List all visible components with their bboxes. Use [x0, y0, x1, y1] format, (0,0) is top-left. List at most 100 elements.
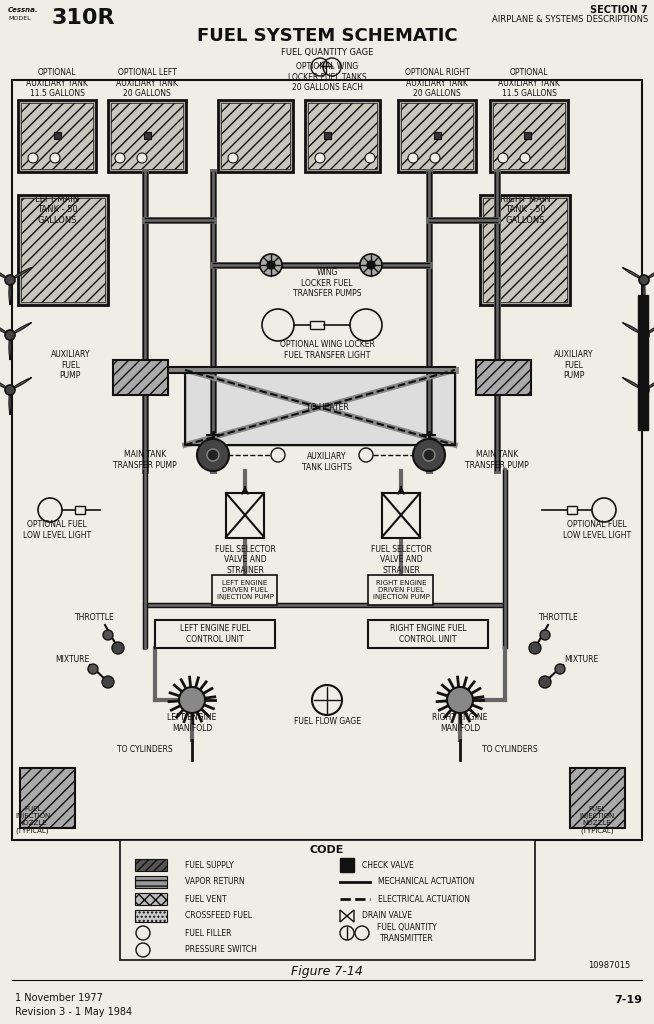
Circle shape	[408, 153, 418, 163]
Circle shape	[639, 275, 649, 285]
Text: OPTIONAL WING LOCKER
FUEL TRANSFER LIGHT: OPTIONAL WING LOCKER FUEL TRANSFER LIGHT	[279, 340, 375, 359]
Polygon shape	[9, 395, 11, 415]
Text: OPTIONAL FUEL
LOW LEVEL LIGHT: OPTIONAL FUEL LOW LEVEL LIGHT	[23, 520, 91, 540]
Bar	[221, 103, 290, 169]
Text: AUXILIARY
FUEL
PUMP: AUXILIARY FUEL PUMP	[554, 350, 593, 380]
Bar	[308, 103, 377, 169]
Text: Revision 3 - 1 May 1984: Revision 3 - 1 May 1984	[15, 1007, 132, 1017]
Bar	[135, 876, 167, 888]
Circle shape	[592, 498, 616, 522]
Circle shape	[340, 926, 354, 940]
Bar	[476, 360, 531, 395]
Circle shape	[5, 275, 15, 285]
Text: FUEL FLOW GAGE: FUEL FLOW GAGE	[294, 717, 360, 725]
Bar	[434, 132, 441, 139]
Circle shape	[102, 676, 114, 688]
Bar	[12, 80, 642, 840]
Text: CODE: CODE	[310, 845, 344, 855]
Circle shape	[5, 385, 15, 395]
Bar	[212, 575, 277, 605]
Bar	[135, 859, 167, 871]
Text: FUEL
INJECTION
NOZZLE
(TYPICAL): FUEL INJECTION NOZZLE (TYPICAL)	[15, 806, 50, 834]
Bar	[185, 370, 455, 445]
Bar	[21, 103, 93, 169]
Polygon shape	[14, 267, 31, 279]
Polygon shape	[9, 340, 11, 360]
Bar	[155, 620, 275, 648]
Text: Figure 7-14: Figure 7-14	[291, 966, 363, 979]
Bar	[524, 132, 531, 139]
Circle shape	[540, 630, 550, 640]
Circle shape	[413, 439, 445, 471]
Text: TO CYLINDERS: TO CYLINDERS	[482, 745, 538, 755]
Text: LEFT MAIN
TANK - 50
GALLONS: LEFT MAIN TANK - 50 GALLONS	[35, 196, 79, 225]
Circle shape	[367, 261, 375, 269]
Circle shape	[197, 439, 229, 471]
Circle shape	[88, 664, 98, 674]
Text: MAIN TANK
TRANSFER PUMP: MAIN TANK TRANSFER PUMP	[113, 451, 177, 470]
Text: FUEL FILLER: FUEL FILLER	[185, 929, 232, 938]
Bar	[305, 100, 380, 172]
Circle shape	[5, 330, 15, 340]
Bar	[567, 506, 577, 514]
Circle shape	[447, 687, 473, 713]
Polygon shape	[14, 323, 31, 333]
Text: MODEL: MODEL	[8, 16, 31, 22]
Bar	[21, 198, 105, 302]
Circle shape	[136, 943, 150, 957]
Text: PRESSURE SWITCH: PRESSURE SWITCH	[185, 945, 257, 954]
Text: FUEL SELECTOR
VALVE AND
STRAINER: FUEL SELECTOR VALVE AND STRAINER	[215, 545, 275, 574]
Polygon shape	[340, 910, 354, 922]
Circle shape	[529, 642, 541, 654]
Bar	[113, 360, 168, 395]
Circle shape	[207, 449, 219, 461]
Circle shape	[28, 153, 38, 163]
Bar	[638, 295, 648, 430]
Polygon shape	[643, 285, 645, 305]
Text: DRAIN VALVE: DRAIN VALVE	[362, 911, 412, 921]
Text: RIGHT ENGINE FUEL
CONTROL UNIT: RIGHT ENGINE FUEL CONTROL UNIT	[390, 625, 466, 644]
Circle shape	[50, 153, 60, 163]
Bar	[340, 858, 354, 872]
Circle shape	[359, 449, 373, 462]
Bar	[324, 132, 331, 139]
Bar	[20, 768, 75, 828]
Text: WING
LOCKER FUEL
TRANSFER PUMPS: WING LOCKER FUEL TRANSFER PUMPS	[293, 268, 361, 298]
Text: FUEL QUANTITY
TRANSMITTER: FUEL QUANTITY TRANSMITTER	[377, 924, 437, 943]
Circle shape	[179, 687, 205, 713]
Circle shape	[228, 153, 238, 163]
Text: FUEL VENT: FUEL VENT	[185, 895, 227, 903]
Text: LEFT ENGINE
DRIVEN FUEL
INJECTION PUMP: LEFT ENGINE DRIVEN FUEL INJECTION PUMP	[216, 580, 273, 600]
Text: 7-19: 7-19	[614, 995, 642, 1005]
Circle shape	[312, 685, 342, 715]
Circle shape	[520, 153, 530, 163]
Text: OPTIONAL LEFT
AUXILIARY TANK
20 GALLONS: OPTIONAL LEFT AUXILIARY TANK 20 GALLONS	[116, 69, 178, 98]
Polygon shape	[14, 378, 31, 388]
Circle shape	[112, 642, 124, 654]
Text: OPTIONAL WING
LOCKER FUEL TANKS
20 GALLONS EACH: OPTIONAL WING LOCKER FUEL TANKS 20 GALLO…	[288, 62, 366, 92]
Text: AIRPLANE & SYSTEMS DESCRIPTIONS: AIRPLANE & SYSTEMS DESCRIPTIONS	[492, 15, 648, 25]
Polygon shape	[648, 267, 654, 279]
Text: OPTIONAL RIGHT
AUXILIARY TANK
20 GALLONS: OPTIONAL RIGHT AUXILIARY TANK 20 GALLONS	[405, 69, 470, 98]
Text: FUEL
INJECTION
NOZZLE
(TYPICAL): FUEL INJECTION NOZZLE (TYPICAL)	[579, 806, 615, 834]
Polygon shape	[623, 323, 640, 333]
Polygon shape	[648, 378, 654, 388]
Text: MECHANICAL ACTUATION: MECHANICAL ACTUATION	[378, 878, 474, 887]
Text: CROSSFEED FUEL: CROSSFEED FUEL	[185, 911, 252, 921]
Text: OPTIONAL
AUXILIARY TANK
11.5 GALLONS: OPTIONAL AUXILIARY TANK 11.5 GALLONS	[26, 69, 88, 98]
Bar	[135, 893, 167, 905]
Circle shape	[555, 664, 565, 674]
Bar	[144, 132, 151, 139]
Circle shape	[271, 449, 285, 462]
Polygon shape	[643, 395, 645, 415]
Bar	[75, 506, 85, 514]
Polygon shape	[648, 323, 654, 333]
Text: RIGHT MAIN
TANK - 50
GALLONS: RIGHT MAIN TANK - 50 GALLONS	[500, 196, 551, 225]
Text: TO HEATER: TO HEATER	[305, 402, 349, 412]
Text: 10987015: 10987015	[588, 961, 630, 970]
Circle shape	[539, 676, 551, 688]
Text: VAPOR RETURN: VAPOR RETURN	[185, 878, 245, 887]
Text: FUEL SYSTEM SCHEMATIC: FUEL SYSTEM SCHEMATIC	[197, 27, 457, 45]
Circle shape	[38, 498, 62, 522]
Text: 1 November 1977: 1 November 1977	[15, 993, 103, 1002]
